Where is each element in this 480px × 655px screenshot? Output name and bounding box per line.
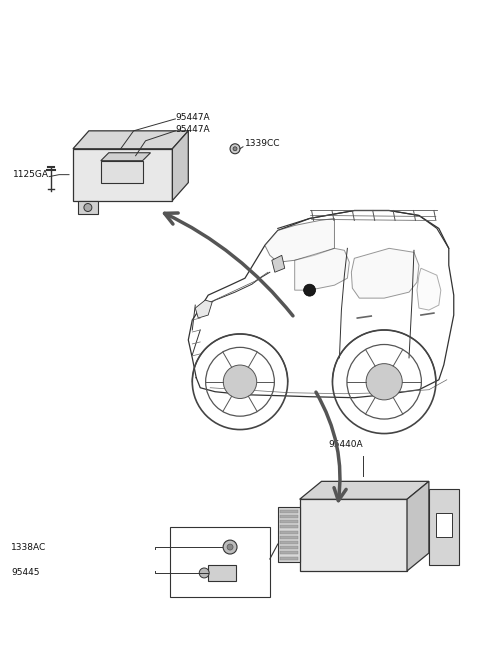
Bar [280,541,298,544]
Text: 1125GA: 1125GA [13,170,49,179]
Circle shape [199,568,209,578]
Polygon shape [295,248,349,290]
Polygon shape [78,200,98,214]
Bar [280,557,298,559]
Circle shape [304,284,315,296]
Text: 1339CC: 1339CC [245,140,280,148]
Circle shape [84,204,92,212]
Text: 95447A: 95447A [175,113,210,122]
Polygon shape [417,269,441,310]
Text: 95445: 95445 [12,569,40,578]
Bar [280,546,298,549]
Polygon shape [73,131,188,149]
Circle shape [227,544,233,550]
Bar [208,565,236,581]
Polygon shape [172,131,188,200]
Bar [280,515,298,518]
Bar [278,507,300,562]
Bar [170,527,270,597]
Text: 95447A: 95447A [175,125,210,134]
Polygon shape [351,248,419,298]
Circle shape [366,364,402,400]
Circle shape [223,540,237,554]
Text: 1338AC: 1338AC [12,542,47,552]
Bar [280,531,298,534]
Polygon shape [429,489,459,565]
Circle shape [223,365,257,398]
Polygon shape [407,481,429,571]
Polygon shape [101,153,151,160]
Polygon shape [73,149,172,200]
Polygon shape [265,219,335,262]
Polygon shape [195,300,212,318]
Bar [280,510,298,513]
Circle shape [233,147,237,151]
Bar [280,552,298,554]
Bar [280,536,298,538]
Polygon shape [300,481,429,499]
Polygon shape [101,160,143,183]
Bar [280,520,298,523]
Bar [280,525,298,529]
Bar [436,514,452,537]
Circle shape [230,144,240,154]
Polygon shape [272,255,285,272]
Polygon shape [300,499,407,571]
Text: 95440A: 95440A [328,440,363,449]
